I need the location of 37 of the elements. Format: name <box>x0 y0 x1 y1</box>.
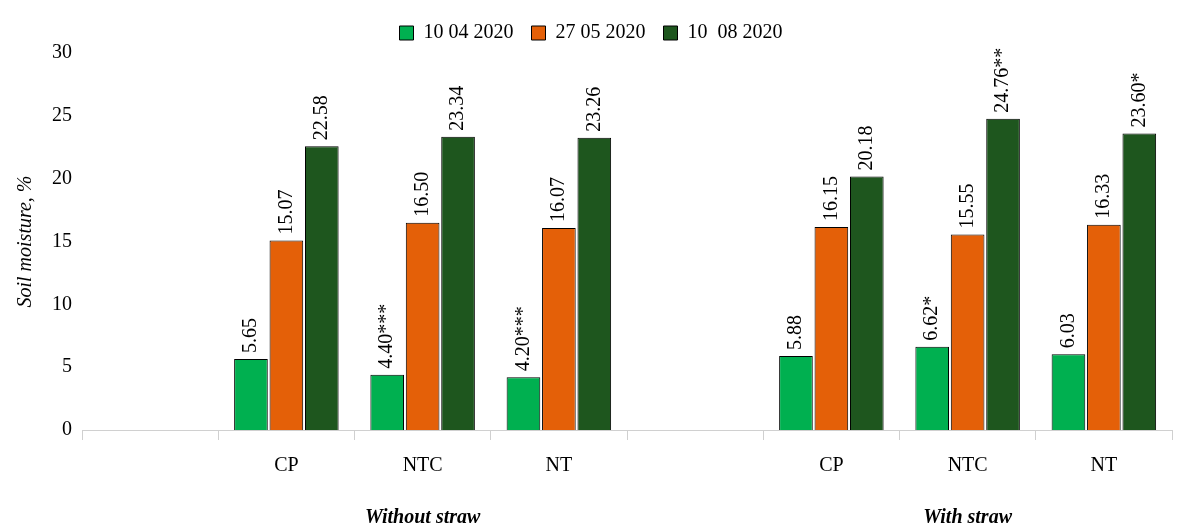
data-label: 6.03 <box>1055 313 1078 349</box>
y-tick-label: 10 <box>52 291 72 314</box>
y-axis-title: Soil moisture, % <box>13 175 36 308</box>
data-label: 24.76** <box>990 47 1013 113</box>
text: With straw <box>923 505 1013 528</box>
data-label: 6.62* <box>919 295 942 341</box>
data-label: 23.60* <box>1126 72 1149 128</box>
data-label: 23.26 <box>581 86 604 132</box>
data-label: 5.88 <box>783 315 806 351</box>
x-tick-label: NTC <box>947 453 988 476</box>
x-tick-label: NTC <box>402 453 443 476</box>
legend-label: 10 08 2020 <box>687 20 783 43</box>
data-label: 20.18 <box>854 125 877 171</box>
x-tick-label: CP <box>819 453 844 476</box>
y-tick-label: 0 <box>62 417 72 440</box>
legend-label: 27 05 2020 <box>555 20 646 43</box>
data-label: 16.50 <box>409 171 432 217</box>
data-label: 23.34 <box>445 85 468 131</box>
y-tick-label: 20 <box>52 165 72 188</box>
data-label: 16.07 <box>546 177 569 223</box>
data-label: 16.15 <box>818 176 841 222</box>
x-tick-label: NT <box>545 453 573 476</box>
y-tick-label: 5 <box>62 354 72 377</box>
x-tick-label: NT <box>1090 453 1118 476</box>
legend-label: 10 04 2020 <box>423 20 514 43</box>
y-tick-label: 15 <box>52 228 72 251</box>
y-tick-label: 30 <box>52 40 72 63</box>
data-label: 22.58 <box>309 95 332 141</box>
data-label: 15.07 <box>273 189 296 235</box>
data-label: 16.33 <box>1091 173 1114 219</box>
y-tick-label: 25 <box>52 103 72 126</box>
data-label: 15.55 <box>954 183 977 229</box>
x-tick-label: CP <box>274 453 299 476</box>
data-label: 5.65 <box>238 318 261 353</box>
text: Without straw <box>364 505 481 528</box>
data-label: 4.20*** <box>510 306 533 372</box>
data-label: 4.40*** <box>374 303 397 369</box>
